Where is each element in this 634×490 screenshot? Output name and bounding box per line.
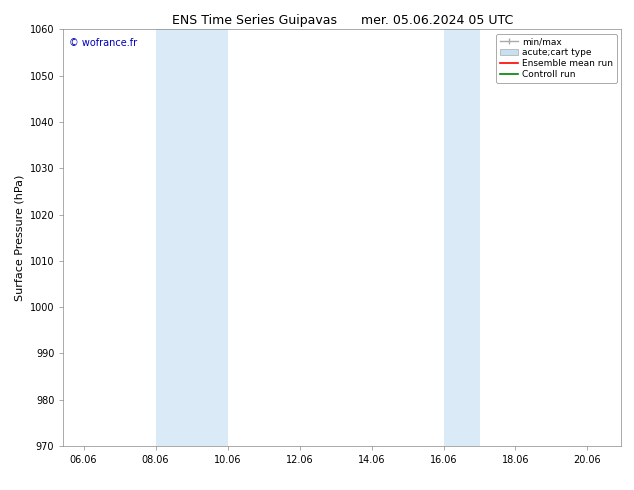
Text: © wofrance.fr: © wofrance.fr	[69, 38, 137, 48]
Title: ENS Time Series Guipavas      mer. 05.06.2024 05 UTC: ENS Time Series Guipavas mer. 05.06.2024…	[172, 14, 513, 27]
Y-axis label: Surface Pressure (hPa): Surface Pressure (hPa)	[14, 174, 24, 301]
Legend: min/max, acute;cart type, Ensemble mean run, Controll run: min/max, acute;cart type, Ensemble mean …	[496, 34, 617, 82]
Bar	[155, 29, 228, 446]
Bar	[444, 29, 479, 446]
